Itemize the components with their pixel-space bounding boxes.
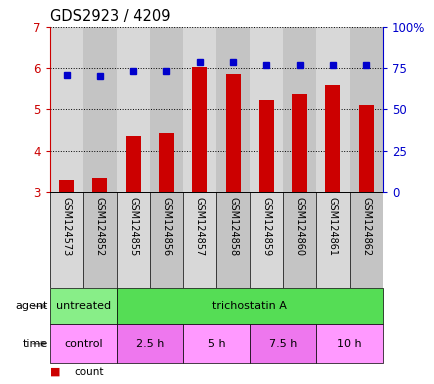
Bar <box>349 27 382 192</box>
Bar <box>183 27 216 192</box>
Bar <box>292 94 306 192</box>
Bar <box>249 324 316 363</box>
Bar <box>92 177 107 192</box>
Text: 2.5 h: 2.5 h <box>135 339 164 349</box>
Bar <box>183 192 216 288</box>
Text: GSM124852: GSM124852 <box>95 197 105 256</box>
Bar <box>358 105 373 192</box>
Text: GSM124860: GSM124860 <box>294 197 304 256</box>
Text: ■: ■ <box>50 367 60 377</box>
Bar <box>116 192 149 288</box>
Text: GSM124855: GSM124855 <box>128 197 138 256</box>
Bar <box>50 27 83 192</box>
Bar <box>249 27 283 192</box>
Bar <box>125 136 140 192</box>
Text: time: time <box>23 339 48 349</box>
Bar <box>116 27 150 192</box>
Bar <box>225 73 240 192</box>
Text: GSM124859: GSM124859 <box>261 197 271 256</box>
Text: trichostatin A: trichostatin A <box>212 301 286 311</box>
Bar <box>316 27 349 192</box>
Bar <box>316 324 382 363</box>
Bar <box>183 324 249 363</box>
Text: control: control <box>64 339 102 349</box>
Bar <box>216 27 249 192</box>
Bar <box>316 192 349 288</box>
Bar <box>349 192 382 288</box>
Bar <box>149 192 183 288</box>
Bar <box>249 192 283 288</box>
Text: count: count <box>74 367 103 377</box>
Bar <box>192 67 207 192</box>
Bar <box>283 27 316 192</box>
Bar <box>258 100 273 192</box>
Text: GDS2923 / 4209: GDS2923 / 4209 <box>50 9 170 24</box>
Bar <box>283 192 316 288</box>
Text: GSM124573: GSM124573 <box>62 197 72 256</box>
Text: 10 h: 10 h <box>336 339 361 349</box>
Bar <box>59 180 74 192</box>
Bar <box>159 133 174 192</box>
Text: GSM124861: GSM124861 <box>327 197 337 256</box>
Bar <box>50 324 116 363</box>
Text: GSM124856: GSM124856 <box>161 197 171 256</box>
Bar <box>83 27 116 192</box>
Text: GSM124857: GSM124857 <box>194 197 204 256</box>
Text: GSM124862: GSM124862 <box>360 197 370 256</box>
Bar <box>83 192 116 288</box>
Text: agent: agent <box>16 301 48 311</box>
Bar <box>50 288 116 324</box>
Bar <box>216 192 249 288</box>
Bar <box>150 27 183 192</box>
Bar <box>116 324 183 363</box>
Text: 5 h: 5 h <box>207 339 225 349</box>
Text: untreated: untreated <box>56 301 111 311</box>
Text: 7.5 h: 7.5 h <box>268 339 296 349</box>
Bar <box>325 86 339 192</box>
Bar <box>116 288 382 324</box>
Text: GSM124858: GSM124858 <box>227 197 237 256</box>
Bar <box>50 192 83 288</box>
